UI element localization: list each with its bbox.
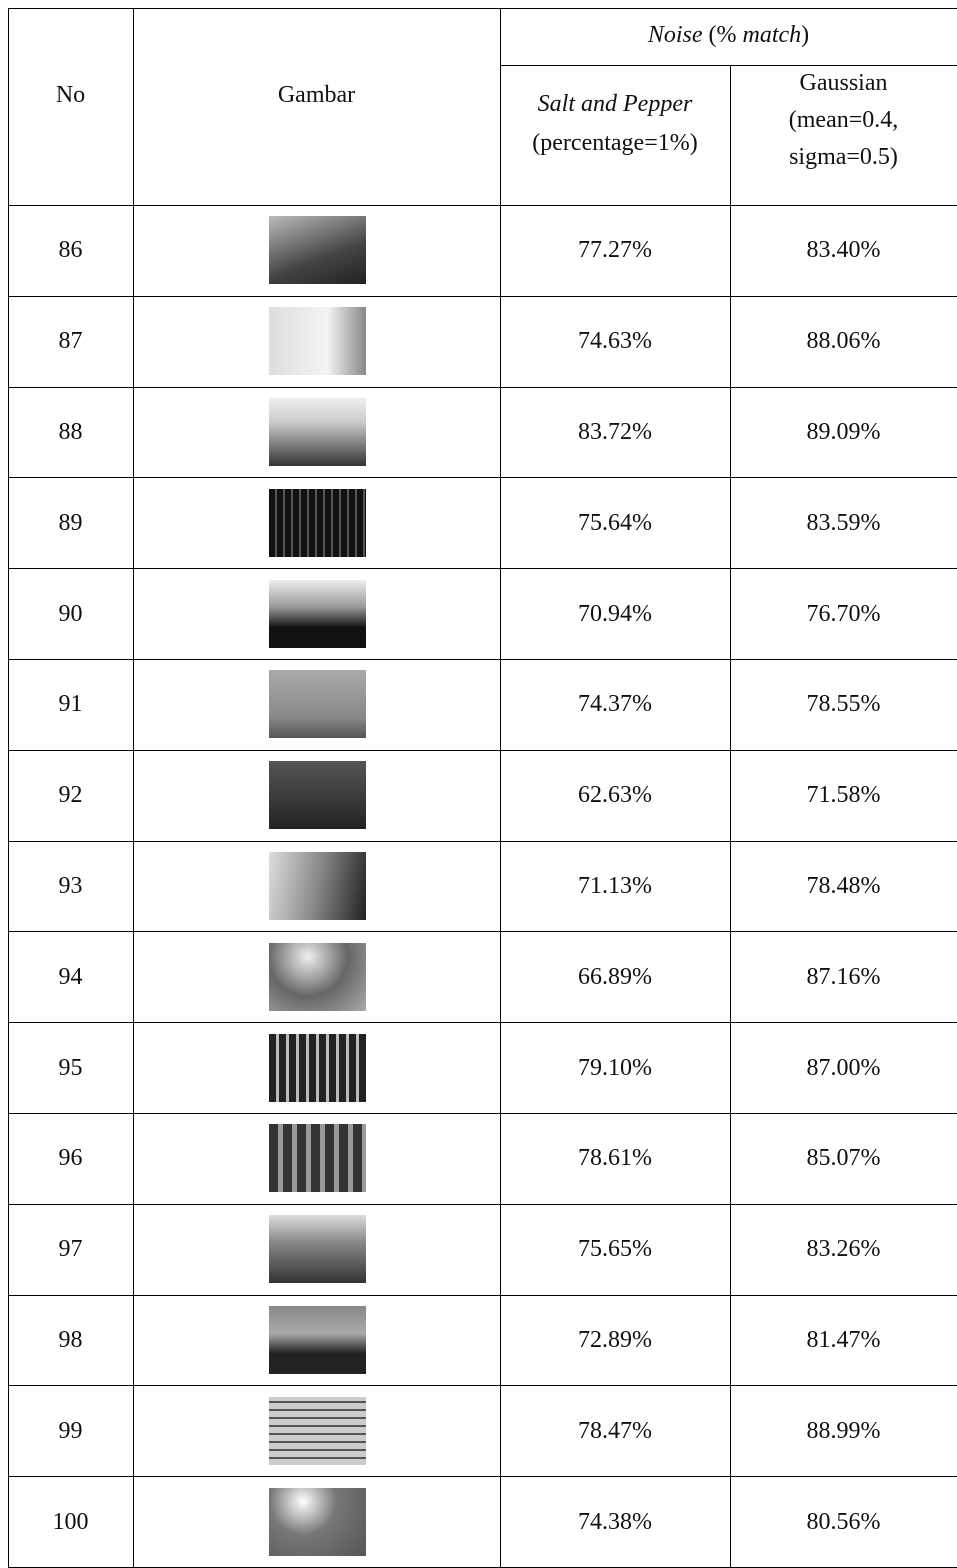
thumbnail bbox=[268, 942, 366, 1011]
row-line bbox=[8, 1022, 957, 1024]
text-part: Salt and Pepper bbox=[537, 91, 693, 117]
salt-pepper-match: 75.65% bbox=[578, 1236, 652, 1263]
row-line bbox=[8, 386, 957, 388]
header-image: Gambar bbox=[277, 82, 356, 108]
gaussian-match: 83.59% bbox=[806, 509, 881, 536]
salt-pepper-match: 66.89% bbox=[578, 963, 652, 990]
row-number: 90 bbox=[58, 600, 83, 627]
gaussian-match: 88.06% bbox=[806, 328, 881, 355]
thumbnail bbox=[268, 852, 366, 920]
thumbnail bbox=[268, 216, 366, 285]
row-number: 100 bbox=[52, 1508, 89, 1535]
text-part: Noise bbox=[647, 22, 703, 48]
salt-pepper-match: 77.27% bbox=[578, 237, 652, 264]
row-line bbox=[8, 1113, 957, 1114]
salt-pepper-match: 78.47% bbox=[578, 1417, 652, 1444]
gaussian-match: 83.40% bbox=[806, 237, 881, 264]
row-line bbox=[8, 568, 957, 570]
header-line bbox=[8, 205, 957, 206]
row-line bbox=[8, 1476, 957, 1478]
salt-pepper-match: 79.10% bbox=[578, 1054, 652, 1081]
thumbnail bbox=[268, 1215, 366, 1284]
salt-pepper-match: 74.38% bbox=[578, 1508, 652, 1535]
salt-pepper-match: 75.64% bbox=[578, 509, 652, 536]
gaussian-match: 87.00% bbox=[806, 1054, 881, 1081]
thumbnail bbox=[268, 1306, 366, 1374]
thumbnail bbox=[268, 398, 366, 466]
border bbox=[8, 8, 957, 9]
header-gaussian: (mean=0.4, bbox=[788, 107, 899, 133]
header-no: No bbox=[55, 82, 86, 108]
row-number: 95 bbox=[58, 1054, 83, 1081]
thumbnail bbox=[268, 1396, 366, 1465]
salt-pepper-match: 74.63% bbox=[578, 328, 652, 355]
thumbnail bbox=[268, 1033, 366, 1102]
row-number: 87 bbox=[58, 328, 83, 355]
subheader-line bbox=[500, 65, 957, 66]
row-number: 98 bbox=[58, 1327, 83, 1353]
gaussian-match: 89.09% bbox=[806, 419, 881, 445]
salt-pepper-match: 78.61% bbox=[578, 1145, 652, 1172]
row-number: 92 bbox=[58, 782, 83, 809]
salt-pepper-match: 72.89% bbox=[578, 1327, 652, 1353]
row-number: 99 bbox=[58, 1417, 83, 1444]
row-line bbox=[8, 1203, 957, 1205]
thumbnail bbox=[268, 761, 366, 830]
row-number: 89 bbox=[58, 509, 83, 536]
text-part: (% bbox=[702, 22, 743, 48]
row-number: 96 bbox=[58, 1145, 83, 1172]
gaussian-match: 83.26% bbox=[806, 1236, 881, 1263]
thumbnail bbox=[268, 579, 366, 648]
gaussian-match: 80.56% bbox=[806, 1508, 881, 1535]
row-line bbox=[8, 477, 957, 479]
gaussian-match: 87.16% bbox=[806, 963, 881, 990]
thumbnail bbox=[268, 488, 366, 557]
thumbnail bbox=[268, 670, 366, 739]
header-noise: Noise (% match) bbox=[500, 17, 957, 54]
row-line bbox=[8, 840, 957, 842]
gaussian-match: 88.99% bbox=[806, 1417, 881, 1444]
header-gaussian: Gaussian bbox=[799, 70, 888, 96]
thumbnail bbox=[268, 1487, 366, 1556]
thumbnail bbox=[268, 1124, 366, 1193]
row-line bbox=[8, 931, 957, 933]
salt-pepper-match: 62.63% bbox=[578, 782, 652, 809]
row-number: 91 bbox=[58, 691, 83, 718]
gaussian-match: 81.47% bbox=[806, 1327, 881, 1353]
gaussian-match: 71.58% bbox=[806, 782, 881, 809]
row-number: 94 bbox=[58, 963, 83, 990]
salt-pepper-match: 70.94% bbox=[578, 600, 652, 627]
header-salt: Salt and Pepper bbox=[500, 86, 730, 123]
gaussian-match: 78.48% bbox=[806, 873, 881, 899]
column-line bbox=[500, 8, 501, 1567]
salt-pepper-match: 83.72% bbox=[578, 419, 652, 445]
gaussian-match: 76.70% bbox=[806, 600, 881, 627]
column-line bbox=[8, 8, 9, 1567]
row-number: 93 bbox=[58, 873, 83, 899]
salt-pepper-match: 74.37% bbox=[578, 691, 652, 718]
row-line bbox=[8, 659, 957, 660]
gaussian-match: 78.55% bbox=[806, 691, 881, 718]
row-line bbox=[8, 295, 957, 297]
row-line bbox=[8, 749, 957, 751]
header-salt-param: (percentage=1%) bbox=[532, 130, 698, 156]
row-number: 97 bbox=[58, 1236, 83, 1263]
row-number: 86 bbox=[58, 237, 83, 264]
gaussian-match: 85.07% bbox=[806, 1145, 881, 1172]
column-line bbox=[133, 8, 134, 1567]
thumbnail bbox=[268, 307, 366, 376]
row-line bbox=[8, 1294, 957, 1296]
row-line bbox=[8, 1385, 957, 1387]
salt-pepper-match: 71.13% bbox=[578, 873, 652, 899]
column-line bbox=[730, 65, 731, 1567]
text-part: ) bbox=[801, 22, 810, 48]
header-gaussian: sigma=0.5) bbox=[789, 144, 898, 170]
row-number: 88 bbox=[58, 419, 83, 445]
text-part: match bbox=[742, 22, 802, 48]
